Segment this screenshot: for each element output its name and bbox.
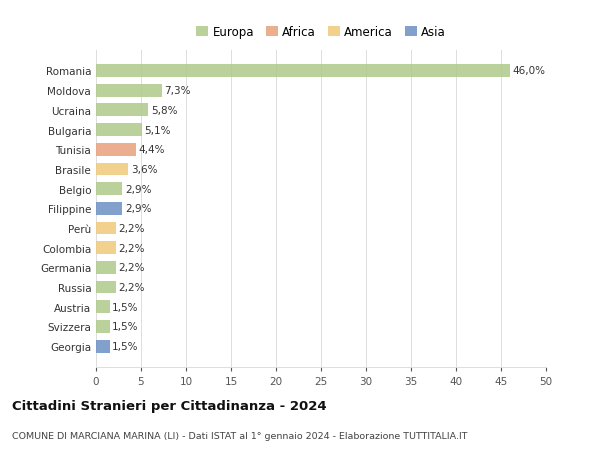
Bar <box>96 144 136 156</box>
Text: 2,2%: 2,2% <box>119 263 145 273</box>
Text: 2,9%: 2,9% <box>125 204 151 214</box>
Bar <box>96 104 148 117</box>
Text: 3,6%: 3,6% <box>131 164 158 174</box>
Legend: Europa, Africa, America, Asia: Europa, Africa, America, Asia <box>193 24 449 41</box>
Text: 46,0%: 46,0% <box>513 66 546 76</box>
Bar <box>96 301 110 313</box>
Bar <box>96 281 116 294</box>
Bar <box>96 202 122 215</box>
Text: 2,9%: 2,9% <box>125 184 151 194</box>
Text: 1,5%: 1,5% <box>112 322 139 332</box>
Bar <box>96 242 116 255</box>
Bar <box>96 183 122 196</box>
Text: 2,2%: 2,2% <box>119 243 145 253</box>
Bar <box>96 65 510 78</box>
Text: 5,1%: 5,1% <box>145 125 171 135</box>
Bar <box>96 124 142 137</box>
Bar <box>96 84 162 97</box>
Text: 5,8%: 5,8% <box>151 106 178 116</box>
Text: 2,2%: 2,2% <box>119 282 145 292</box>
Text: Cittadini Stranieri per Cittadinanza - 2024: Cittadini Stranieri per Cittadinanza - 2… <box>12 399 326 412</box>
Text: 4,4%: 4,4% <box>139 145 165 155</box>
Text: 7,3%: 7,3% <box>164 86 191 96</box>
Bar <box>96 320 110 333</box>
Bar <box>96 222 116 235</box>
Text: 1,5%: 1,5% <box>112 341 139 352</box>
Bar <box>96 340 110 353</box>
Bar <box>96 163 128 176</box>
Text: COMUNE DI MARCIANA MARINA (LI) - Dati ISTAT al 1° gennaio 2024 - Elaborazione TU: COMUNE DI MARCIANA MARINA (LI) - Dati IS… <box>12 431 467 441</box>
Text: 2,2%: 2,2% <box>119 224 145 234</box>
Bar <box>96 262 116 274</box>
Text: 1,5%: 1,5% <box>112 302 139 312</box>
